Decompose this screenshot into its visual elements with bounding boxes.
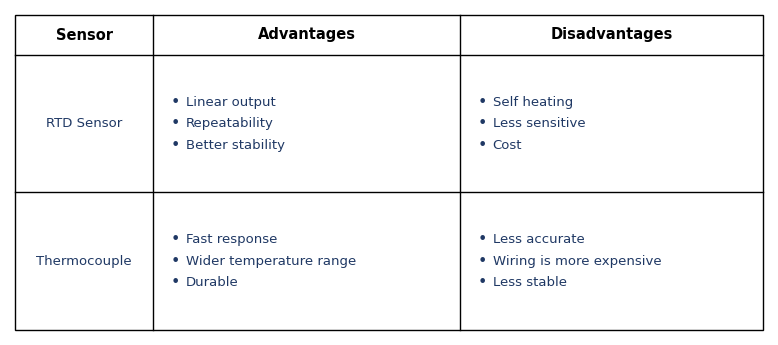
Text: Less accurate: Less accurate: [492, 233, 584, 246]
Text: Cost: Cost: [492, 139, 522, 152]
Text: •: •: [477, 95, 486, 110]
Text: •: •: [477, 233, 486, 247]
Text: Wider temperature range: Wider temperature range: [186, 255, 356, 268]
Text: Thermocouple: Thermocouple: [37, 255, 132, 268]
Text: Advantages: Advantages: [258, 28, 356, 42]
Text: •: •: [477, 116, 486, 131]
Text: Less sensitive: Less sensitive: [492, 117, 585, 130]
Text: •: •: [170, 138, 180, 152]
Text: Wiring is more expensive: Wiring is more expensive: [492, 255, 661, 268]
Text: Self heating: Self heating: [492, 96, 573, 109]
Text: •: •: [170, 95, 180, 110]
Text: •: •: [477, 275, 486, 290]
Text: •: •: [477, 138, 486, 152]
Text: •: •: [170, 254, 180, 269]
Text: Less stable: Less stable: [492, 276, 566, 289]
Text: Repeatability: Repeatability: [186, 117, 274, 130]
Text: •: •: [170, 275, 180, 290]
Text: Better stability: Better stability: [186, 139, 285, 152]
Text: RTD Sensor: RTD Sensor: [46, 117, 122, 130]
Text: Sensor: Sensor: [56, 28, 113, 42]
Text: Disadvantages: Disadvantages: [550, 28, 673, 42]
Text: Fast response: Fast response: [186, 233, 278, 246]
Text: Durable: Durable: [186, 276, 239, 289]
Text: •: •: [170, 116, 180, 131]
Text: •: •: [477, 254, 486, 269]
Text: Linear output: Linear output: [186, 96, 276, 109]
Text: •: •: [170, 233, 180, 247]
